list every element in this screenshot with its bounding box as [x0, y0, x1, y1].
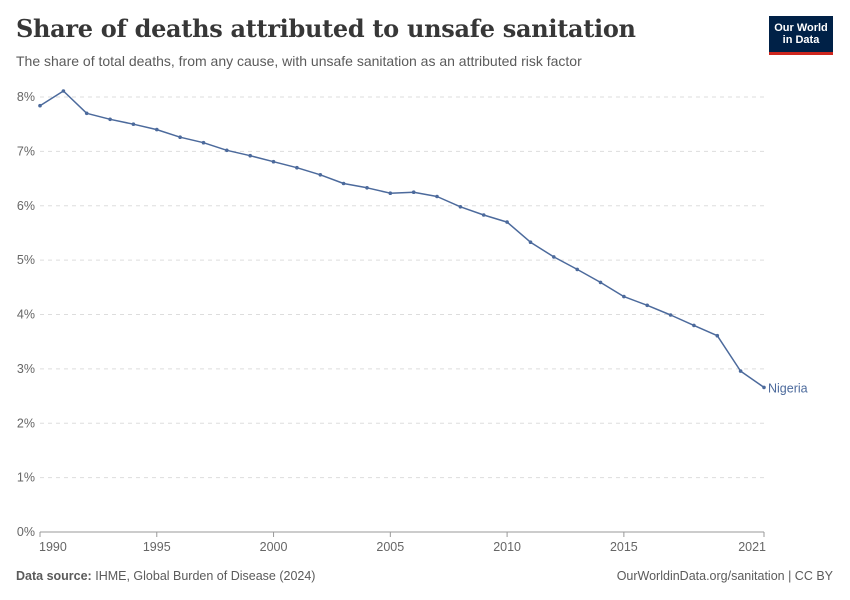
data-source: Data source: IHME, Global Burden of Dise…: [16, 569, 315, 583]
data-point: [84, 111, 89, 116]
data-point: [715, 333, 720, 338]
data-point: [388, 191, 393, 195]
data-point: [435, 194, 439, 199]
data-point: [692, 323, 696, 328]
data-point: [645, 303, 649, 308]
data-point: [271, 159, 276, 164]
logo-line-1: Our World: [774, 22, 828, 34]
data-point: [738, 369, 743, 373]
data-point: [225, 148, 229, 153]
data-point: [108, 117, 112, 122]
data-point: [528, 240, 533, 244]
data-point: [365, 186, 369, 190]
owid-logo[interactable]: Our World in Data: [769, 16, 833, 55]
data-point: [668, 313, 673, 317]
chart-title: Share of deaths attributed to unsafe san…: [16, 14, 636, 43]
data-point: [295, 165, 299, 170]
y-tick-label: 5%: [17, 253, 35, 267]
y-tick-label: 4%: [17, 308, 35, 322]
gridlines: [40, 96, 764, 533]
data-point: [458, 205, 463, 209]
data-point: [575, 267, 579, 272]
x-tick-label: 2021: [738, 540, 766, 554]
data-point: [552, 255, 556, 259]
data-point: [481, 213, 486, 217]
data-source-label: Data source:: [16, 569, 92, 583]
data-point: [131, 122, 136, 126]
data-point: [155, 127, 159, 132]
data-point: [622, 294, 626, 299]
data-point: [411, 190, 416, 194]
x-tick-label: 2005: [376, 540, 404, 554]
series-line: [39, 90, 765, 389]
y-tick-label: 2%: [17, 416, 35, 430]
chart-subtitle: The share of total deaths, from any caus…: [16, 53, 582, 69]
y-tick-label: 6%: [17, 199, 35, 213]
y-tick-label: 7%: [17, 144, 35, 158]
data-point: [762, 385, 766, 390]
x-tick-label: 1990: [39, 540, 67, 554]
data-point: [178, 135, 182, 139]
y-tick-label: 1%: [17, 471, 35, 485]
data-point: [318, 173, 323, 177]
data-point: [598, 280, 603, 285]
y-tick-label: 8%: [17, 90, 35, 104]
y-tick-label: 3%: [17, 362, 35, 376]
data-point: [61, 89, 66, 93]
data-point: [248, 153, 252, 158]
series-label: Nigeria: [768, 381, 808, 395]
x-axis-ticks: 1990 1995 2000 2005 2010 2015 2021: [39, 532, 766, 554]
y-axis-ticks: 0% 1% 2% 3% 4% 5% 6% 7% 8%: [17, 90, 35, 539]
x-tick-label: 2010: [493, 540, 521, 554]
data-point: [505, 220, 509, 224]
series-layer: Nigeria: [38, 89, 808, 395]
y-tick-label: 0%: [17, 525, 35, 539]
x-tick-label: 2000: [260, 540, 288, 554]
data-point: [38, 103, 42, 108]
license-link[interactable]: OurWorldinData.org/sanitation | CC BY: [616, 569, 833, 583]
x-tick-label: 1995: [143, 540, 171, 554]
x-tick-label: 2015: [610, 540, 638, 554]
data-point: [201, 140, 206, 145]
data-source-text[interactable]: IHME, Global Burden of Disease (2024): [95, 569, 316, 583]
logo-line-2: in Data: [782, 34, 820, 46]
data-point: [341, 181, 346, 186]
